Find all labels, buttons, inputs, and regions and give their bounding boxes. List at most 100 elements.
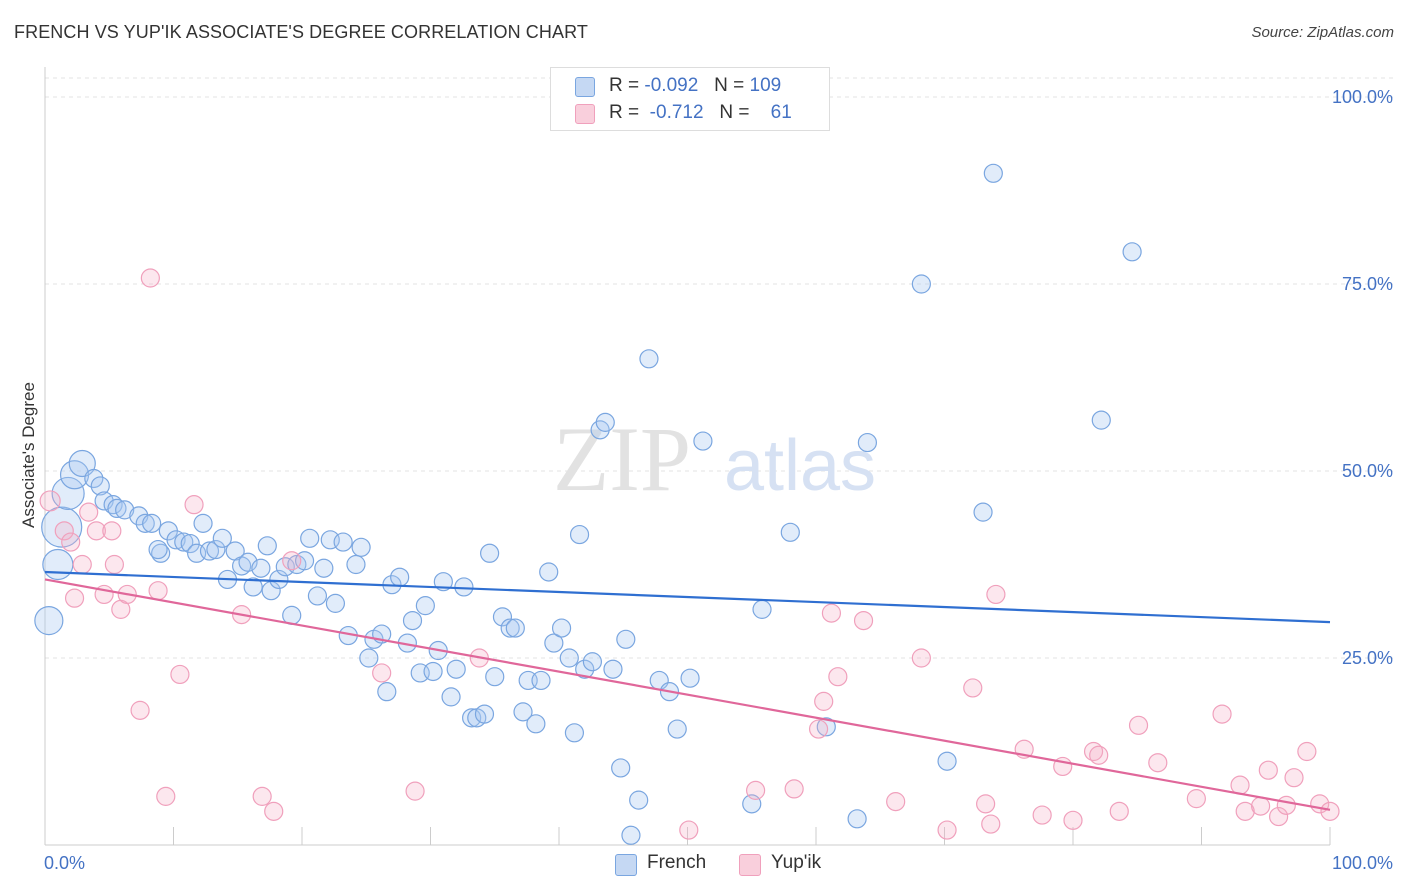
yupik-swatch — [575, 104, 595, 124]
point-french — [193, 513, 213, 533]
point-yupik — [1148, 753, 1168, 773]
point-yupik — [1235, 801, 1255, 821]
point-yupik — [1230, 775, 1250, 795]
point-french — [103, 495, 123, 515]
point-yupik — [963, 678, 983, 698]
point-french — [559, 648, 579, 668]
french-r-label: R = — [609, 75, 640, 96]
point-yupik — [1063, 810, 1083, 830]
axes — [44, 67, 1331, 846]
point-french — [42, 548, 74, 581]
point-french — [135, 513, 155, 533]
french-n-value: 109 — [749, 75, 782, 96]
yupik-n-label: N = — [719, 102, 750, 123]
point-french — [531, 670, 551, 691]
watermark-atlas: atlas — [724, 426, 876, 506]
point-french — [667, 719, 687, 739]
point-yupik — [1083, 741, 1104, 762]
point-french — [505, 618, 525, 638]
point-french — [474, 704, 495, 724]
point-yupik — [79, 502, 99, 522]
point-yupik — [1276, 795, 1296, 815]
x-tick-label-right: 100.0% — [1332, 853, 1393, 873]
point-french — [206, 539, 226, 560]
point-french — [480, 543, 500, 563]
y-tick-label-100: 100.0% — [1332, 87, 1393, 107]
point-french — [446, 659, 466, 679]
point-yupik — [976, 794, 996, 814]
point-yupik — [282, 551, 302, 571]
point-yupik — [814, 691, 834, 711]
point-french — [351, 537, 371, 557]
point-french — [454, 577, 474, 597]
point-french — [485, 667, 505, 687]
point-yupik — [148, 581, 168, 601]
y-axis-label: Associate's Degree — [19, 382, 38, 528]
point-french — [911, 274, 931, 294]
point-french — [539, 562, 559, 582]
point-yupik — [264, 801, 284, 821]
point-french — [983, 163, 1003, 183]
point-yupik — [170, 664, 190, 685]
point-french — [377, 682, 397, 702]
y-tick-label-25: 25.0% — [1342, 648, 1393, 668]
point-yupik — [886, 792, 906, 812]
point-french — [1122, 242, 1142, 262]
point-french — [551, 618, 572, 638]
point-french — [180, 533, 200, 554]
point-yupik — [808, 719, 829, 739]
point-french — [937, 751, 957, 771]
point-french — [621, 825, 641, 845]
point-french — [251, 558, 271, 578]
legend-french-swatch — [615, 854, 637, 876]
point-yupik — [184, 495, 204, 515]
point-yupik — [1320, 801, 1340, 821]
point-french — [513, 702, 533, 722]
point-french — [564, 723, 585, 743]
point-french — [492, 607, 513, 627]
point-french — [90, 476, 110, 496]
point-french — [441, 687, 461, 707]
point-yupik — [1186, 789, 1206, 809]
point-yupik — [679, 820, 699, 840]
point-french — [629, 790, 649, 810]
legend-yupik-swatch — [739, 854, 761, 876]
point-yupik — [140, 268, 160, 288]
point-yupik — [64, 588, 85, 608]
point-french — [107, 498, 127, 518]
trend-lines — [44, 570, 1331, 811]
y-tick-label-75: 75.0% — [1342, 274, 1393, 294]
point-french — [433, 572, 453, 592]
point-yupik — [821, 603, 842, 623]
point-yupik — [61, 532, 81, 552]
point-french — [603, 659, 623, 679]
point-yupik — [104, 554, 124, 575]
point-yupik — [1251, 796, 1271, 816]
point-french — [359, 648, 379, 668]
series-yupik-points — [39, 268, 1340, 840]
point-french — [575, 659, 595, 679]
point-french — [199, 541, 220, 561]
point-french — [415, 596, 435, 616]
point-french — [639, 349, 659, 369]
point-yupik — [986, 584, 1006, 605]
point-french — [780, 522, 800, 542]
x-tick-label-left: 0.0% — [44, 853, 85, 873]
point-french — [611, 758, 631, 778]
point-yupik — [828, 667, 848, 687]
point-yupik — [405, 781, 425, 801]
point-french — [148, 539, 168, 560]
point-french — [166, 530, 186, 550]
point-french — [115, 500, 135, 520]
french-n-label: N = — [714, 75, 745, 96]
point-yupik — [1258, 760, 1278, 780]
watermark-zip: ZIP — [553, 408, 691, 510]
yupik-r-value: -0.712 — [649, 102, 704, 123]
trend-line-french — [44, 570, 1331, 624]
point-yupik — [1297, 741, 1317, 762]
point-french — [402, 610, 423, 631]
french-swatch — [575, 77, 595, 97]
point-yupik — [746, 780, 766, 800]
point-yupik — [911, 648, 931, 668]
